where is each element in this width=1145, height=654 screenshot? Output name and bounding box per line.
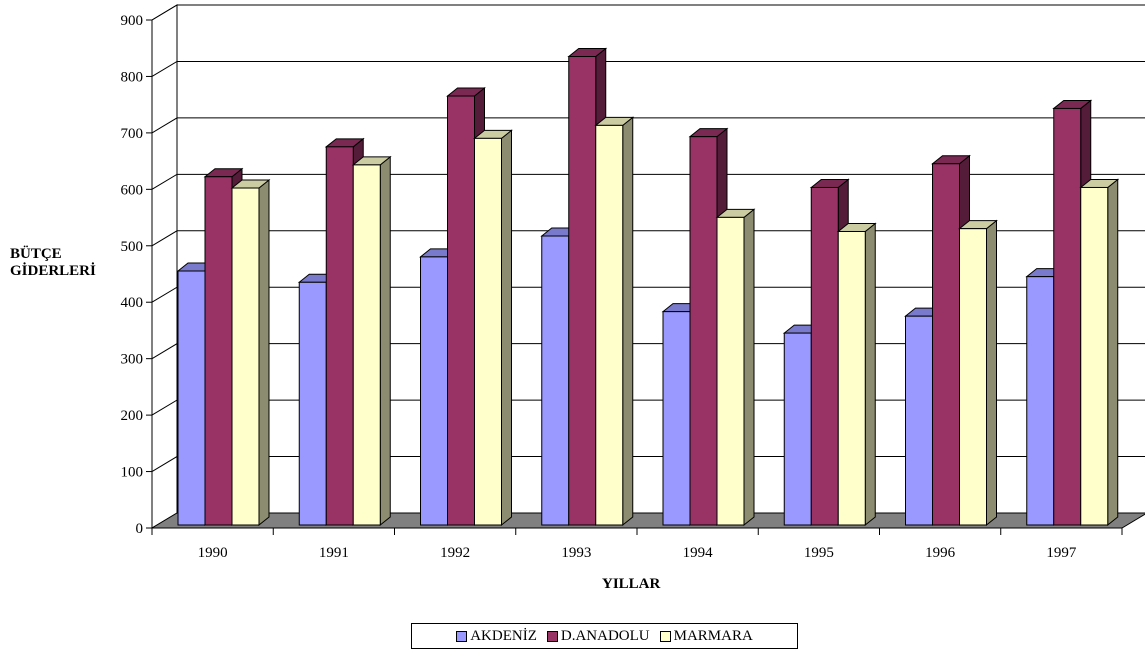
bar-side: [743, 208, 755, 527]
y-axis-title-line-2: GİDERLERİ: [10, 263, 96, 279]
bar: [351, 155, 392, 527]
bar-side: [258, 178, 270, 527]
y-tick-label: 700: [121, 126, 144, 142]
x-tick-label: 1997: [1046, 545, 1077, 561]
bar-front: [204, 176, 233, 526]
bar-front: [905, 315, 933, 526]
bar-front: [595, 124, 624, 526]
y-axis-title-line-1: BÜTÇE: [10, 246, 62, 262]
bar-front: [325, 146, 354, 526]
x-axis-title: YILLAR: [602, 576, 661, 592]
bar: [473, 129, 513, 527]
y-tick-label: 400: [121, 295, 144, 311]
bar-front: [716, 216, 745, 526]
x-tick-label: 1994: [683, 545, 714, 561]
bar-side: [864, 222, 876, 527]
y-tick-label: 0: [136, 521, 144, 537]
legend-item-d-anadolu: D.ANADOLU: [546, 627, 650, 645]
bar-front: [352, 164, 381, 526]
legend-label-d-anadolu: D.ANADOLU: [560, 627, 650, 644]
y-tick-label: 600: [121, 182, 144, 198]
bar: [230, 178, 271, 527]
axes: 0 100 200 300 400 500 600 700 800 900 1990 1991 1992…: [121, 13, 1123, 561]
bar-front: [1053, 107, 1082, 526]
bar-front: [568, 56, 597, 526]
bar: [715, 208, 756, 527]
bar-front: [810, 186, 839, 526]
bar-front: [662, 311, 691, 526]
bar: [958, 219, 998, 527]
bar-front: [837, 230, 866, 526]
y-tick-label: 800: [121, 69, 144, 85]
bar-side: [986, 219, 997, 527]
gridline: [151, 117, 1145, 134]
gridline: [151, 4, 1145, 21]
bar-side: [379, 155, 391, 527]
legend-label-akdeniz: AKDENİZ: [470, 627, 537, 644]
bar-side: [501, 129, 512, 527]
legend: AKDENİZ D.ANADOLU MARMARA: [411, 623, 798, 649]
bar-front: [447, 95, 475, 526]
bar-front: [959, 228, 987, 526]
legend-item-akdeniz: AKDENİZ: [456, 628, 537, 645]
bar-front: [1080, 186, 1109, 526]
bars: [176, 47, 1120, 527]
x-tick-label: 1995: [804, 545, 834, 561]
side-wall: [151, 4, 178, 529]
y-tick-label: 100: [121, 465, 144, 481]
y-tick-label: 200: [121, 408, 144, 424]
legend-item-marmara: MARMARA: [659, 627, 753, 645]
bar-front: [474, 137, 502, 526]
gridline: [151, 60, 1145, 77]
bar-front: [298, 281, 327, 526]
bar-side: [1107, 178, 1119, 527]
bar-front: [541, 235, 570, 526]
x-tick-label: 1992: [440, 545, 470, 561]
bar-front: [177, 270, 206, 526]
y-tick-label: 900: [121, 13, 144, 29]
y-axis-title: BÜTÇE GİDERLERİ: [10, 246, 96, 280]
y-tick-label: 500: [121, 239, 144, 255]
x-tick-label: 1991: [319, 545, 349, 561]
y-tick-label: 300: [121, 352, 144, 368]
bar-front: [783, 332, 812, 526]
bar-front: [932, 163, 960, 526]
gridline: [151, 173, 1145, 190]
bar: [1079, 178, 1120, 527]
x-tick-label: 1993: [561, 545, 591, 561]
bar: [836, 222, 877, 527]
legend-label-marmara: MARMARA: [673, 627, 753, 644]
bar-front: [231, 187, 260, 526]
bar: [594, 116, 635, 527]
bar-front: [689, 136, 718, 526]
bar-front: [420, 256, 448, 526]
x-tick-label: 1996: [925, 545, 956, 561]
bar-front: [1026, 276, 1055, 526]
legend-swatch-akdeniz: [456, 630, 468, 642]
x-tick-label: 1990: [198, 545, 228, 561]
bar-side: [622, 116, 634, 527]
legend-swatch-d-anadolu: [546, 630, 558, 642]
legend-swatch-marmara: [659, 630, 671, 642]
